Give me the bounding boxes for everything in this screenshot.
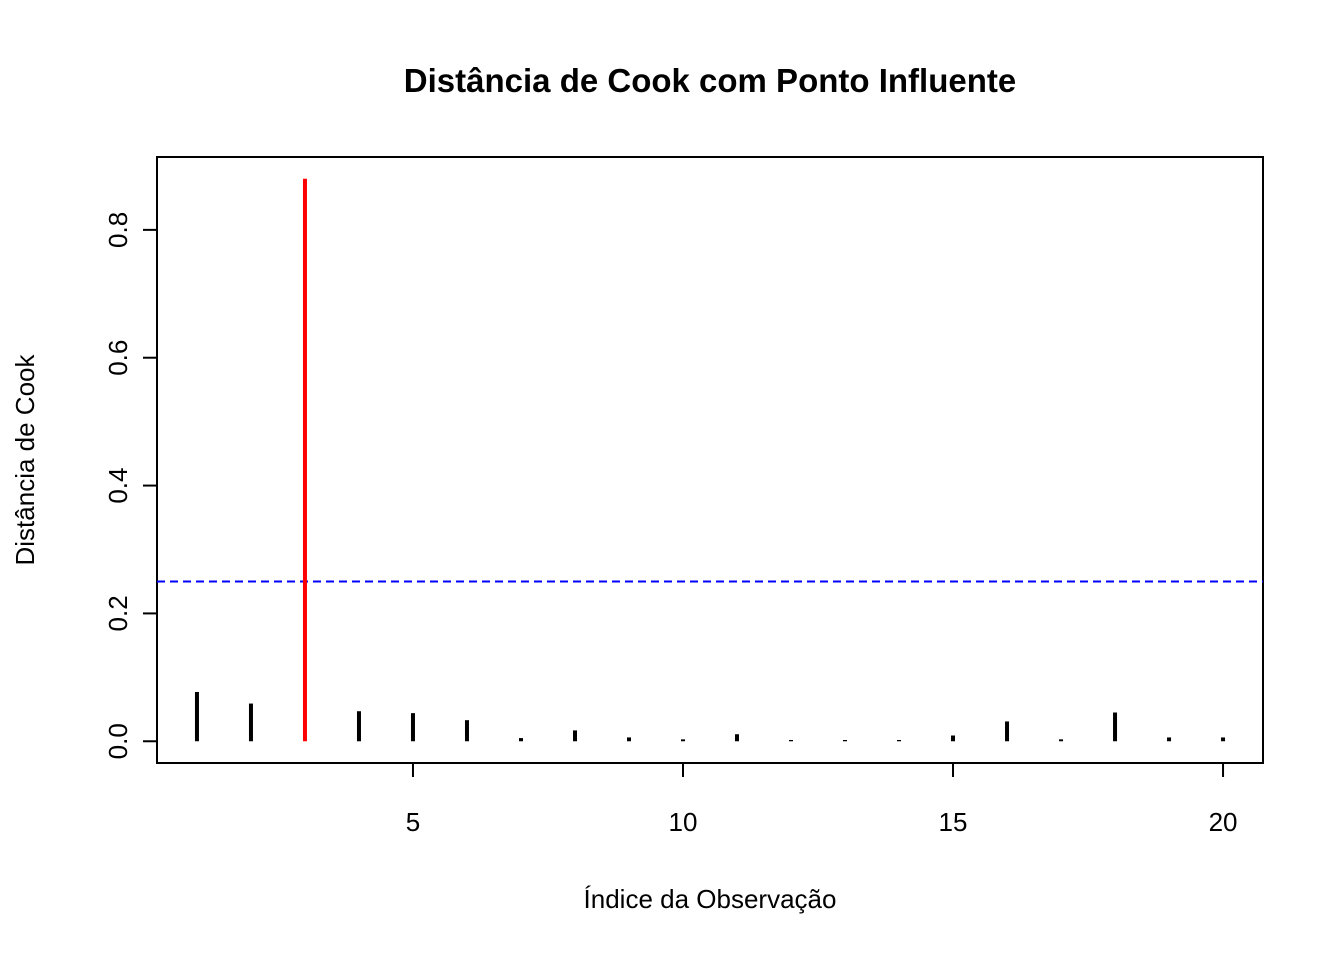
y-tick-label: 0.6 <box>103 340 133 376</box>
y-tick-label: 0.0 <box>103 723 133 759</box>
chart-title: Distância de Cook com Ponto Influente <box>404 62 1016 99</box>
plot-box <box>156 156 1264 764</box>
x-axis-label: Índice da Observação <box>584 884 837 914</box>
x-tick-label: 5 <box>406 807 420 837</box>
y-axis-label: Distância de Cook <box>10 354 40 566</box>
x-tick-label: 20 <box>1209 807 1238 837</box>
y-tick-label: 0.4 <box>103 467 133 503</box>
x-tick-label: 15 <box>939 807 968 837</box>
y-tick-label: 0.2 <box>103 595 133 631</box>
y-tick-label: 0.8 <box>103 212 133 248</box>
x-tick-label: 10 <box>669 807 698 837</box>
